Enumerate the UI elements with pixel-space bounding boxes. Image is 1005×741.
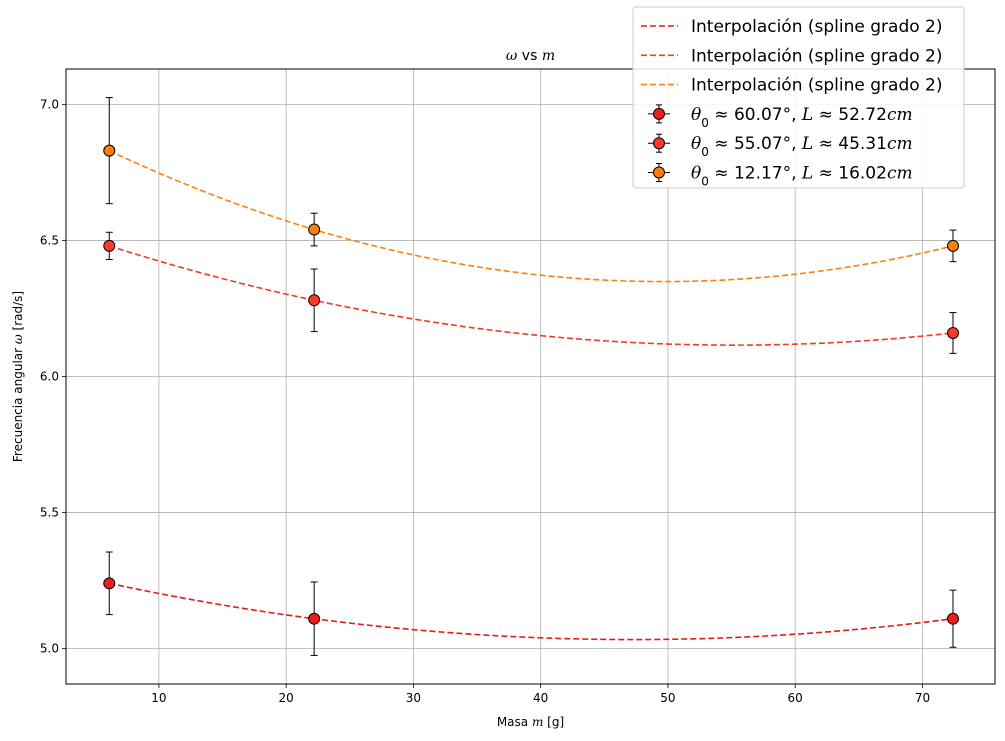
data-point-3 [103, 144, 116, 157]
interp-line-1 [109, 582, 954, 641]
data-markers [103, 144, 960, 625]
chart-title: ω vs m [506, 48, 555, 64]
x-tick-label: 20 [279, 691, 294, 705]
data-point-1 [308, 612, 321, 625]
y-tick-label: 7.0 [40, 97, 59, 111]
data-point-3 [308, 223, 321, 236]
axis-ticks: 10 20 30 40 50 60 70 5.0 5.5 6.0 6.5 7.0 [40, 97, 930, 705]
y-tick-label: 6.0 [40, 370, 59, 384]
data-point-1 [947, 612, 960, 625]
data-point-2 [947, 326, 960, 339]
data-point-3 [947, 239, 960, 252]
data-point-2 [103, 239, 116, 252]
legend-marker [653, 107, 665, 120]
legend-label-interp: Interpolación (spline grado 2) [691, 17, 943, 37]
legend-box [632, 6, 965, 189]
legend: Interpolación (spline grado 2) Interpolac… [632, 6, 965, 189]
x-tick-label: 50 [660, 691, 675, 705]
interpolation-lines [108, 149, 954, 641]
y-tick-label: 6.5 [40, 233, 59, 247]
x-axis-label: Masa m [g] [497, 715, 564, 729]
x-tick-label: 60 [788, 691, 803, 705]
x-tick-label: 10 [151, 691, 166, 705]
legend-marker [653, 137, 665, 150]
interp-line-3 [108, 149, 954, 283]
legend-label-series: θ0 ≈ 55.07°, L ≈ 45.31cm [691, 134, 913, 159]
y-tick-label: 5.5 [40, 506, 59, 520]
x-tick-label: 40 [533, 691, 548, 705]
legend-label-series: θ0 ≈ 60.07°, L ≈ 52.72cm [691, 105, 913, 130]
data-point-1 [103, 577, 116, 590]
legend-marker [653, 166, 665, 179]
y-tick-label: 5.0 [40, 642, 59, 656]
legend-label-interp: Interpolación (spline grado 2) [691, 46, 943, 66]
data-point-2 [308, 294, 321, 307]
x-tick-label: 70 [915, 691, 930, 705]
grid [66, 69, 995, 684]
legend-label-interp: Interpolación (spline grado 2) [691, 76, 943, 96]
x-tick-label: 30 [406, 691, 421, 705]
interp-line-2 [109, 245, 954, 346]
legend-label-series: θ0 ≈ 12.17°, L ≈ 16.02cm [691, 164, 913, 189]
y-axis-label: Frecuencia angular ω [rad/s] [11, 291, 25, 462]
